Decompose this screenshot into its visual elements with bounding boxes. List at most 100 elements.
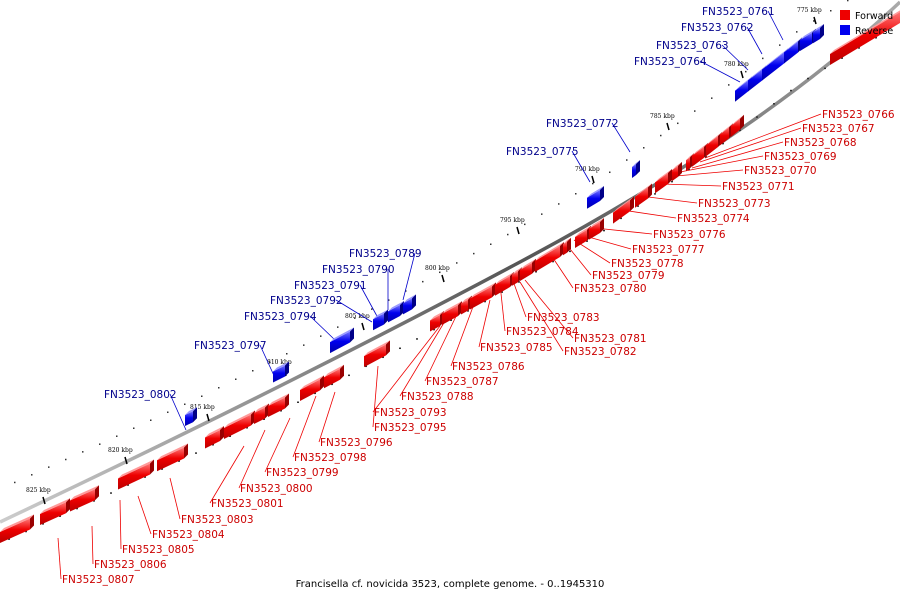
minor-tick (620, 217, 622, 220)
minor-tick (184, 403, 186, 406)
kbp-label: 785 kbp (650, 113, 675, 120)
minor-tick (337, 326, 339, 328)
major-tick (206, 413, 210, 422)
forward-gene-label: FN3523_0768 (784, 137, 857, 149)
reverse-gene-label: FN3523_0764 (634, 56, 707, 68)
forward-gene-label: FN3523_0782 (564, 346, 637, 358)
minor-tick (756, 116, 758, 118)
reverse-leader-line (335, 299, 373, 323)
reverse-gene-label: FN3523_0772 (546, 118, 619, 130)
forward-leader-line (209, 445, 245, 504)
minor-tick (167, 411, 169, 414)
forward-leader-line (639, 195, 698, 204)
minor-tick (269, 361, 271, 363)
forward-gene-label: FN3523_0804 (152, 529, 225, 541)
forward-gene-block (224, 410, 255, 439)
minor-tick (830, 10, 832, 12)
minor-tick (711, 97, 713, 99)
minor-tick (592, 182, 594, 185)
forward-gene-block (830, 10, 900, 65)
minor-tick (456, 262, 458, 264)
minor-tick (229, 435, 231, 437)
forward-gene-label: FN3523_0774 (677, 213, 750, 225)
minor-tick (42, 523, 44, 525)
minor-tick (813, 20, 815, 22)
minor-tick (569, 250, 571, 253)
forward-gene-label: FN3523_0787 (426, 376, 499, 388)
reverse-gene-label: FN3523_0790 (322, 264, 395, 276)
reverse-gene-block (784, 37, 802, 64)
minor-tick (382, 356, 384, 359)
forward-gene-label: FN3523_0784 (506, 326, 579, 338)
reverse-gene-block (273, 361, 289, 383)
legend-reverse-label: Reverse (855, 26, 893, 37)
forward-gene-label: FN3523_0769 (764, 151, 837, 163)
reverse-leader-line (699, 60, 741, 83)
forward-leader-line (292, 395, 317, 458)
tick-marks (8, 0, 877, 540)
forward-gene-label: FN3523_0778 (611, 258, 684, 270)
forward-gene-label: FN3523_0781 (574, 333, 647, 345)
kbp-label: 790 kbp (575, 166, 600, 173)
genome-caption: Francisella cf. novicida 3523, complete … (296, 579, 605, 590)
minor-tick (473, 252, 475, 255)
forward-leader-line (372, 325, 441, 413)
forward-gene-label: FN3523_0796 (320, 437, 393, 449)
kbp-labels: 775 kbp 780 kbp 785 kbp 790 kbp 795 kbp 800 k… (26, 7, 822, 505)
minor-tick (558, 203, 560, 205)
minor-tick (654, 193, 656, 195)
minor-tick (263, 418, 265, 420)
forward-leader-line (584, 235, 632, 250)
forward-leader-line (450, 303, 475, 367)
forward-gene-label: FN3523_0788 (401, 391, 474, 403)
reverse-leader-line (721, 44, 749, 71)
gene-blocks (0, 10, 900, 543)
minor-tick (847, 0, 849, 2)
minor-tick (671, 180, 673, 183)
reverse-leader-line (746, 26, 763, 55)
minor-tick (150, 419, 152, 421)
minor-tick (416, 338, 418, 340)
minor-tick (422, 280, 424, 283)
minor-tick (127, 484, 129, 486)
forward-gene-block (254, 403, 269, 424)
forward-leader-line (621, 209, 677, 219)
reverse-gene-label: FN3523_0794 (244, 311, 317, 323)
minor-tick (824, 67, 826, 70)
major-tick (516, 226, 520, 235)
minor-tick (297, 401, 299, 403)
reverse-gene-block (373, 309, 388, 331)
forward-gene-block (430, 311, 444, 332)
minor-tick (773, 103, 775, 105)
minor-tick (609, 171, 611, 174)
kbp-label: 800 kbp (425, 265, 450, 272)
forward-gene-block (0, 514, 34, 543)
minor-tick (745, 70, 747, 73)
minor-tick (371, 308, 373, 310)
minor-tick (280, 410, 282, 412)
forward-gene-label: FN3523_0776 (653, 229, 726, 241)
major-tick (591, 175, 595, 184)
reverse-gene-block (330, 327, 354, 354)
kbp-label: 815 kbp (190, 404, 215, 411)
minor-tick (739, 129, 741, 132)
reverse-gene-label: FN3523_0763 (656, 40, 729, 52)
major-tick (124, 456, 128, 465)
minor-tick (178, 460, 180, 462)
reverse-leader-line (359, 284, 379, 319)
forward-gene-label: FN3523_0798 (294, 452, 367, 464)
forward-leader-line (119, 499, 122, 550)
forward-gene-label: FN3523_0777 (632, 244, 705, 256)
kbp-label: 825 kbp (26, 487, 51, 494)
forward-gene-label: FN3523_0795 (374, 422, 447, 434)
minor-tick (643, 147, 645, 149)
forward-gene-block (40, 498, 70, 525)
forward-gene-label: FN3523_0786 (452, 361, 525, 373)
forward-gene-block (205, 426, 224, 449)
minor-tick (286, 353, 288, 355)
reverse-gene-label: FN3523_0775 (506, 146, 579, 158)
minor-tick (48, 466, 50, 468)
forward-gene-block (613, 196, 634, 224)
kbp-label: 775 kbp (797, 7, 822, 14)
forward-gene-label: FN3523_0801 (211, 498, 284, 510)
